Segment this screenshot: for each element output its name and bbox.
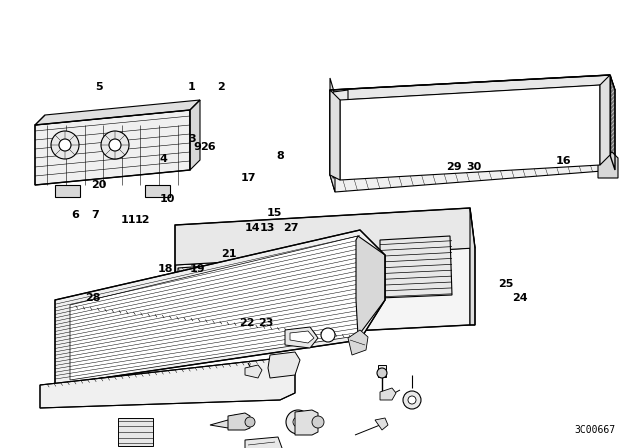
Polygon shape bbox=[70, 236, 380, 380]
Circle shape bbox=[333, 278, 347, 292]
Polygon shape bbox=[336, 138, 348, 154]
Text: 23: 23 bbox=[258, 318, 273, 327]
Polygon shape bbox=[290, 331, 314, 343]
Polygon shape bbox=[356, 236, 385, 336]
Polygon shape bbox=[35, 110, 190, 185]
Text: 5: 5 bbox=[95, 82, 103, 92]
Polygon shape bbox=[330, 90, 340, 180]
Text: 15: 15 bbox=[266, 208, 282, 218]
Polygon shape bbox=[285, 327, 318, 348]
Text: 7: 7 bbox=[91, 210, 99, 220]
Circle shape bbox=[293, 417, 303, 427]
Text: 3: 3 bbox=[188, 134, 196, 144]
Text: 10: 10 bbox=[160, 194, 175, 204]
Polygon shape bbox=[245, 365, 262, 378]
Circle shape bbox=[101, 131, 129, 159]
Polygon shape bbox=[175, 248, 470, 340]
Text: 16: 16 bbox=[556, 156, 571, 166]
Polygon shape bbox=[470, 208, 475, 325]
Circle shape bbox=[408, 396, 416, 404]
Circle shape bbox=[321, 328, 335, 342]
Text: 20: 20 bbox=[92, 180, 107, 190]
Text: 30: 30 bbox=[466, 162, 481, 172]
Bar bbox=[118, 418, 153, 446]
Polygon shape bbox=[35, 100, 200, 125]
Circle shape bbox=[109, 139, 121, 151]
Circle shape bbox=[51, 131, 79, 159]
Text: 17: 17 bbox=[241, 173, 256, 183]
Polygon shape bbox=[600, 75, 610, 165]
Polygon shape bbox=[245, 437, 282, 448]
Bar bbox=[55, 185, 80, 197]
Circle shape bbox=[286, 410, 310, 434]
Text: 27: 27 bbox=[284, 224, 299, 233]
Polygon shape bbox=[340, 85, 600, 180]
Text: 22: 22 bbox=[239, 318, 254, 327]
Text: 6: 6 bbox=[72, 210, 79, 220]
Polygon shape bbox=[178, 263, 248, 338]
Text: 21: 21 bbox=[221, 250, 237, 259]
Polygon shape bbox=[40, 358, 295, 408]
Polygon shape bbox=[190, 100, 200, 170]
Polygon shape bbox=[598, 152, 618, 178]
Polygon shape bbox=[330, 78, 335, 107]
Polygon shape bbox=[330, 75, 615, 107]
Text: 29: 29 bbox=[447, 162, 462, 172]
Text: 26: 26 bbox=[200, 142, 216, 152]
Text: 19: 19 bbox=[189, 264, 205, 274]
Bar bbox=[290, 270, 350, 300]
Text: 14: 14 bbox=[245, 224, 260, 233]
Polygon shape bbox=[175, 208, 475, 265]
Polygon shape bbox=[330, 155, 615, 192]
Polygon shape bbox=[348, 330, 368, 355]
Text: 3C00667: 3C00667 bbox=[574, 425, 615, 435]
Circle shape bbox=[312, 416, 324, 428]
Text: 9: 9 bbox=[193, 142, 201, 152]
Polygon shape bbox=[55, 230, 385, 385]
Text: 1: 1 bbox=[188, 82, 196, 92]
Text: 11: 11 bbox=[120, 215, 136, 224]
Polygon shape bbox=[375, 418, 388, 430]
Text: 24: 24 bbox=[512, 293, 527, 303]
Polygon shape bbox=[330, 90, 335, 192]
Polygon shape bbox=[380, 388, 396, 400]
Text: 4: 4 bbox=[159, 154, 167, 164]
Polygon shape bbox=[228, 413, 250, 430]
Text: 13: 13 bbox=[260, 224, 275, 233]
Polygon shape bbox=[610, 75, 615, 170]
Polygon shape bbox=[268, 352, 300, 378]
Bar bbox=[378, 365, 386, 377]
Text: 2: 2 bbox=[217, 82, 225, 92]
Text: 18: 18 bbox=[157, 264, 173, 274]
Polygon shape bbox=[336, 116, 348, 132]
Polygon shape bbox=[380, 236, 452, 298]
Circle shape bbox=[59, 139, 71, 151]
Polygon shape bbox=[333, 90, 348, 178]
Bar bbox=[145, 185, 170, 197]
Circle shape bbox=[377, 368, 387, 378]
Text: 8: 8 bbox=[276, 151, 284, 161]
Circle shape bbox=[245, 417, 255, 427]
Text: 12: 12 bbox=[134, 215, 150, 224]
Polygon shape bbox=[295, 410, 318, 435]
Text: 25: 25 bbox=[498, 280, 513, 289]
Text: 28: 28 bbox=[85, 293, 100, 303]
Circle shape bbox=[403, 391, 421, 409]
Polygon shape bbox=[210, 415, 242, 428]
